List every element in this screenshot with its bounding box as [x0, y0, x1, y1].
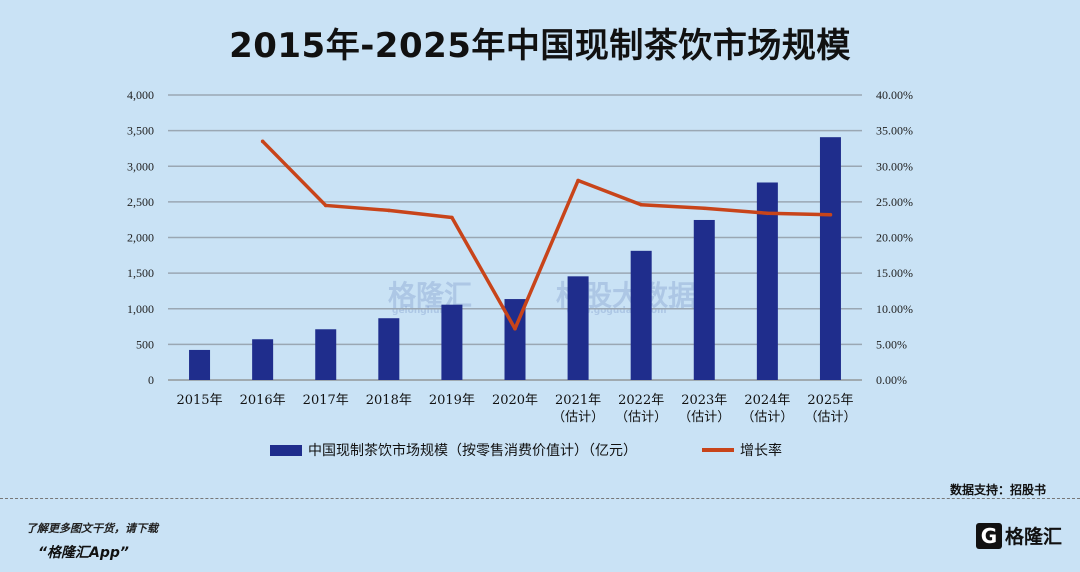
growth-rate-point [576, 178, 580, 183]
x-tick-label: 2024年 [744, 393, 790, 408]
watermark-brand-sub: gelonghui [392, 306, 443, 316]
bar [630, 250, 652, 380]
legend-item-line: 增长率 [702, 440, 782, 460]
growth-rate-point [765, 211, 770, 216]
bar [189, 349, 211, 380]
y-right-tick-label: 40.00% [876, 88, 913, 102]
y-right-tick-label: 20.00% [876, 231, 913, 245]
legend: 中国现制茶饮市场规模（按零售消费价值计）（亿元） 增长率 [0, 440, 1080, 464]
growth-rate-point [450, 215, 454, 220]
bar [819, 137, 841, 380]
legend-label-bars: 中国现制茶饮市场规模（按零售消费价值计）（亿元） [308, 443, 637, 459]
legend-label-line: 增长率 [740, 443, 782, 459]
growth-rate-point [513, 326, 517, 331]
x-tick-label: 2015年 [176, 393, 222, 408]
growth-rate-point [702, 206, 707, 211]
growth-rate-point [639, 202, 643, 207]
growth-rate-point [828, 212, 833, 217]
x-tick-label: （估计） [615, 410, 667, 425]
chart-title: 2015年-2025年中国现制茶饮市场规模 [229, 26, 851, 66]
x-tick-label: 2020年 [492, 393, 538, 408]
x-tick-label: 2025年 [807, 393, 853, 408]
y-left-tick-label: 2,500 [127, 195, 154, 209]
x-tick-label: 2018年 [366, 393, 412, 408]
y-right-tick-label: 0.00% [876, 373, 907, 387]
y-right-tick-label: 35.00% [876, 124, 913, 138]
legend-item-bars: 中国现制茶饮市场规模（按零售消费价值计）（亿元） [270, 440, 637, 460]
bar [756, 182, 778, 380]
logo-icon: G [976, 522, 1002, 549]
y-right-tick-label: 10.00% [876, 302, 913, 316]
growth-rate-point [260, 139, 265, 144]
x-tick-label: （估计） [552, 410, 604, 425]
legend-swatch-bars [270, 444, 302, 456]
brand-logo: G 格隆汇 [976, 522, 1062, 549]
promo-line-1: 了解更多图文干货，请下载 [26, 522, 158, 535]
bar [252, 339, 274, 380]
growth-rate-line [261, 140, 831, 331]
x-tick-label: 2022年 [618, 393, 664, 408]
x-tick-label: （估计） [678, 410, 730, 425]
y-left-tick-label: 4,000 [127, 88, 154, 102]
growth-rate-point [387, 208, 391, 213]
bar [315, 329, 337, 380]
x-tick-label: 2016年 [240, 393, 286, 408]
bar [693, 219, 715, 380]
x-tick-label: （估计） [741, 410, 793, 425]
x-tick-label: 2023年 [681, 393, 727, 408]
y-left-tick-label: 3,500 [127, 124, 154, 138]
y-right-tick-label: 30.00% [876, 159, 913, 173]
data-source: 数据支持：招股书 [949, 483, 1046, 497]
logo-text: 格隆汇 [1005, 526, 1063, 548]
y-left-tick-label: 0 [148, 373, 154, 387]
y-left-tick-label: 1,000 [127, 302, 154, 316]
footer-divider [0, 498, 1080, 499]
x-tick-label: 2017年 [303, 393, 349, 408]
y-left-tick-label: 500 [136, 337, 154, 351]
x-tick-label: 2021年 [555, 393, 601, 408]
growth-rate-point [323, 203, 328, 208]
y-left-tick-label: 1,500 [127, 266, 154, 280]
x-tick-label: （估计） [804, 410, 856, 425]
promo-line-2: “格隆汇App” [38, 545, 129, 561]
legend-swatch-line [702, 448, 734, 452]
bar [441, 304, 463, 380]
watermark-second-sub: www.gogudata.com [566, 306, 667, 316]
y-right-tick-label: 15.00% [876, 266, 913, 280]
bar [378, 318, 400, 380]
chart-plot: 0 0.00% 500 5.00% 1,000 10.00% 1,500 15.00% 2,00… [127, 88, 913, 425]
y-right-tick-label: 25.00% [876, 195, 913, 209]
bar [567, 276, 589, 380]
x-tick-label: 2019年 [429, 393, 475, 408]
y-left-tick-label: 2,000 [127, 231, 154, 245]
y-right-tick-label: 5.00% [876, 337, 907, 351]
y-left-tick-label: 3,000 [127, 159, 154, 173]
